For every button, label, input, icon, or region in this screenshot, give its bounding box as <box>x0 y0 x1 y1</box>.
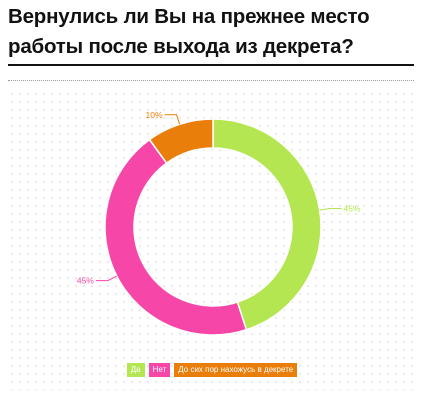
chart-title: Вернулись ли Вы на прежнее место работы … <box>8 5 370 58</box>
legend-item-in-leave[interactable]: До сих пор нахожусь в декрете <box>174 363 298 377</box>
label-in-leave: 10% <box>146 110 163 120</box>
label-da: 45% <box>344 204 361 214</box>
slice-in-leave[interactable] <box>148 118 214 165</box>
label-da-leader <box>319 208 342 211</box>
label-net: 45% <box>77 276 94 286</box>
dotted-divider <box>8 80 414 81</box>
title-underline <box>8 64 414 66</box>
legend-item-da[interactable]: Да <box>126 363 145 377</box>
label-net-leader <box>95 275 117 282</box>
label-in-leave-leader <box>164 114 181 125</box>
slice-net[interactable] <box>104 138 248 336</box>
slice-da[interactable] <box>212 118 322 331</box>
legend: Да Нет До сих пор нахожусь в декрете <box>0 363 424 377</box>
legend-item-net[interactable]: Нет <box>148 363 171 377</box>
